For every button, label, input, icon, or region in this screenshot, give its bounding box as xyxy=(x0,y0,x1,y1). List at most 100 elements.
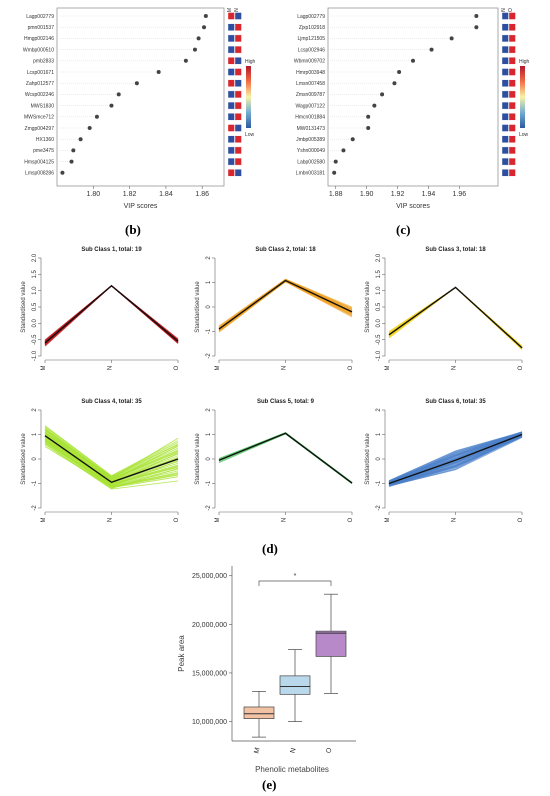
box-O xyxy=(315,630,347,657)
y-tick-label: -2 xyxy=(376,505,382,511)
heatmap-cell xyxy=(508,90,516,99)
y-tick-label: 10,000,000 xyxy=(192,719,227,726)
profile-line xyxy=(44,425,179,477)
heatmap-cell xyxy=(234,23,242,31)
heatmap-cell xyxy=(227,90,235,99)
x-tick-label: O xyxy=(348,365,354,370)
metabolite-label: Labp002580 xyxy=(297,159,325,165)
profile-line xyxy=(218,432,353,484)
profile-line xyxy=(44,285,179,347)
profile-line xyxy=(44,426,179,477)
profile-line xyxy=(44,285,179,342)
metabolite-label: MWSmce712 xyxy=(24,115,54,121)
heatmap-cell xyxy=(234,68,242,76)
profile-line xyxy=(388,286,523,348)
heatmap-cell xyxy=(234,34,242,43)
profile-line xyxy=(44,285,179,344)
y-tick-label: -1.0 xyxy=(32,350,38,361)
x-tick-label: 1.88 xyxy=(329,191,343,198)
heatmap-cell xyxy=(234,157,242,166)
profile-line xyxy=(218,432,353,483)
subclass-title: Sub Class 6, total: 35 xyxy=(425,399,486,405)
heatmap-cell xyxy=(234,169,242,177)
panel-c-vip-chart: Lagp002779 Zjxp102918 Ljmp121505 Lcsp002946… xyxy=(294,7,530,210)
x-tick-label: O xyxy=(325,747,333,755)
profile-line xyxy=(44,439,179,487)
subclass-title: Sub Class 2, total: 18 xyxy=(255,247,316,253)
profile-line xyxy=(218,432,353,484)
subclass-title: Sub Class 4, total: 35 xyxy=(81,399,142,405)
heatmap-cell xyxy=(501,79,509,87)
heatmap-cell xyxy=(508,146,516,155)
heatmap-cell xyxy=(501,68,509,76)
y-tick-label: 2 xyxy=(32,408,38,412)
x-tick-label: M xyxy=(41,518,47,523)
profile-line xyxy=(218,281,353,332)
y-axis-title: Standardised value xyxy=(195,433,201,485)
y-tick-label: -1.0 xyxy=(376,350,382,361)
heatmap-cell xyxy=(501,57,509,65)
profile-line xyxy=(44,285,179,343)
vip-point xyxy=(397,70,402,74)
vip-point xyxy=(60,170,65,175)
y-tick-label: 1.0 xyxy=(32,286,38,295)
profile-line xyxy=(44,427,179,478)
y-tick-label: -2 xyxy=(206,505,212,511)
heatmap-cell xyxy=(227,124,235,132)
legend-low-label: Low xyxy=(519,132,529,138)
y-axis-title: Standardised value xyxy=(21,281,27,333)
profile-line xyxy=(218,433,353,484)
profile-line xyxy=(218,432,353,483)
y-tick-label: -0.5 xyxy=(376,334,382,345)
heatmap-cell xyxy=(508,113,516,121)
heatmap-cell xyxy=(508,12,516,20)
y-tick-label: 1 xyxy=(376,432,382,436)
y-tick-label: 0.5 xyxy=(32,302,38,311)
mean-profile-line xyxy=(218,279,353,330)
metabolite-label: pmb2833 xyxy=(33,59,54,65)
metabolite-label: Lagp002779 xyxy=(26,14,54,20)
panel-label-e: (e) xyxy=(262,777,276,792)
panel-label-b: (b) xyxy=(125,222,141,237)
x-axis-title: VIP scores xyxy=(124,203,158,210)
heatmap-cell xyxy=(227,57,235,65)
profile-line xyxy=(44,429,179,479)
legend-low-label: Low xyxy=(245,132,255,138)
y-tick-label: 2 xyxy=(376,408,382,412)
profile-line xyxy=(44,428,179,479)
vip-point xyxy=(87,126,92,130)
box-M xyxy=(243,706,275,719)
profile-line xyxy=(388,286,523,348)
x-tick-label: M xyxy=(385,366,391,371)
y-axis-title: Peak area xyxy=(177,635,186,672)
vip-point xyxy=(333,159,338,164)
heatmap-cell xyxy=(508,79,516,87)
y-tick-label: 0 xyxy=(376,457,382,461)
box-N xyxy=(279,675,311,695)
heatmap-cell xyxy=(227,12,235,20)
vip-point xyxy=(196,36,201,41)
vip-point xyxy=(380,92,385,97)
heatmap-cell xyxy=(508,68,516,76)
profile-line xyxy=(44,285,179,342)
profile-line xyxy=(218,432,353,484)
y-tick-label: 1.0 xyxy=(376,286,382,295)
metabolite-label: Lagp002779 xyxy=(297,14,325,20)
profile-line xyxy=(44,285,179,342)
panel-b-vip-chart: Lagp002779 pmn001537 Hmgp002146 Wmbp000510 p… xyxy=(23,7,256,210)
heatmap-cell xyxy=(508,45,516,54)
x-tick-label: O xyxy=(174,517,180,522)
metabolite-label: Zmsn009787 xyxy=(296,92,325,98)
subclass-title: Sub Class 3, total: 18 xyxy=(425,247,486,253)
heatmap-cell xyxy=(508,23,516,31)
profile-line xyxy=(44,285,179,344)
vip-frame xyxy=(327,7,499,187)
vip-point xyxy=(202,25,207,30)
metabolite-label: Hmsp004125 xyxy=(24,159,54,165)
x-tick-label: O xyxy=(348,517,354,522)
metabolite-label: MW0131473 xyxy=(297,126,326,132)
profile-line xyxy=(44,285,179,343)
vip-frame xyxy=(56,7,225,187)
profile-line xyxy=(388,286,523,349)
metabolite-label: Hmrp003948 xyxy=(296,70,325,76)
